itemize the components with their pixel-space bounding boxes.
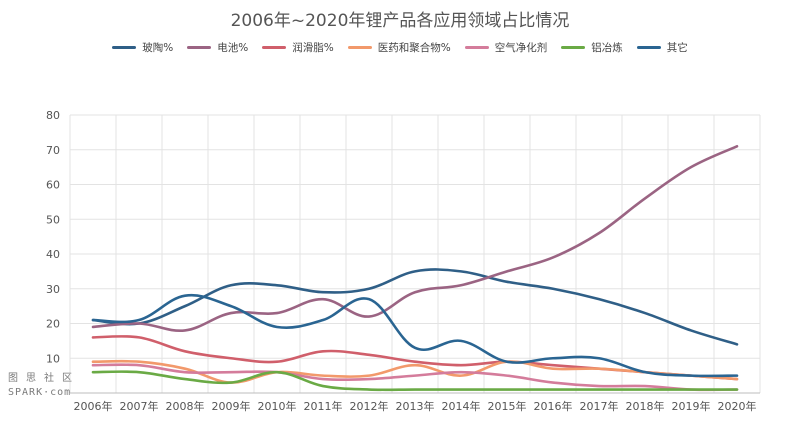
chart-legend: 玻陶% 电池% 润滑脂% 医药和聚合物% 空气净化剂 铝冶炼 其它 [0, 40, 800, 55]
x-tick-label: 2018年 [626, 399, 665, 413]
legend-swatch [112, 46, 137, 49]
y-tick-label: 40 [46, 248, 60, 261]
legend-swatch [187, 46, 212, 49]
legend-label: 其它 [666, 42, 688, 54]
legend-label: 铝冶炼 [591, 42, 623, 54]
y-tick-label: 70 [46, 144, 60, 157]
legend-label: 医药和聚合物% [377, 42, 451, 54]
legend-label: 润滑脂% [292, 42, 334, 54]
x-tick-label: 2011年 [304, 399, 343, 413]
chart-title: 2006年~2020年锂产品各应用领域占比情况 [230, 11, 570, 31]
y-tick-label: 50 [46, 213, 60, 226]
x-tick-label: 2012年 [350, 399, 389, 413]
legend-item[interactable]: 医药和聚合物% [347, 40, 451, 55]
legend-swatch [636, 46, 661, 49]
y-tick-label: 20 [46, 318, 60, 331]
series-line [91, 370, 739, 392]
x-tick-label: 2014年 [442, 399, 481, 413]
x-tick-label: 2019年 [672, 399, 711, 413]
x-tick-label: 2006年 [74, 399, 113, 413]
watermark-line-2: SPARK·com [8, 387, 72, 398]
x-tick-label: 2020年 [718, 399, 757, 413]
legend-item[interactable]: 玻陶% [112, 40, 173, 55]
x-tick-label: 2013年 [396, 399, 435, 413]
x-tick-label: 2010年 [258, 399, 297, 413]
watermark-line-1: 图 思 社 区 [8, 373, 74, 384]
x-tick-label: 2017年 [580, 399, 619, 413]
x-tick-label: 2007年 [120, 399, 159, 413]
series-line [91, 144, 739, 333]
watermark: 图 思 社 区 SPARK·com [8, 372, 73, 400]
legend-item[interactable]: 其它 [636, 40, 688, 55]
legend-label: 玻陶% [142, 42, 174, 54]
legend-label: 电池% [217, 42, 249, 54]
series-line [91, 293, 739, 378]
legend-item[interactable]: 空气净化剂 [464, 40, 548, 55]
legend-item[interactable]: 电池% [187, 40, 248, 55]
y-tick-label: 60 [46, 179, 60, 192]
x-tick-label: 2016年 [534, 399, 573, 413]
legend-item[interactable]: 润滑脂% [262, 40, 334, 55]
legend-swatch [561, 46, 586, 49]
y-tick-label: 30 [46, 283, 60, 296]
series-line [91, 268, 739, 346]
x-tick-label: 2015年 [488, 399, 527, 413]
legend-swatch [347, 46, 372, 49]
legend-label: 空气净化剂 [494, 42, 548, 54]
legend-swatch [464, 46, 489, 49]
legend-swatch [262, 46, 287, 49]
x-tick-label: 2008年 [166, 399, 205, 413]
x-tick-label: 2009年 [212, 399, 251, 413]
y-tick-label: 10 [46, 352, 60, 365]
legend-item[interactable]: 铝冶炼 [561, 40, 623, 55]
y-tick-label: 80 [46, 109, 60, 122]
series-line [91, 363, 739, 392]
